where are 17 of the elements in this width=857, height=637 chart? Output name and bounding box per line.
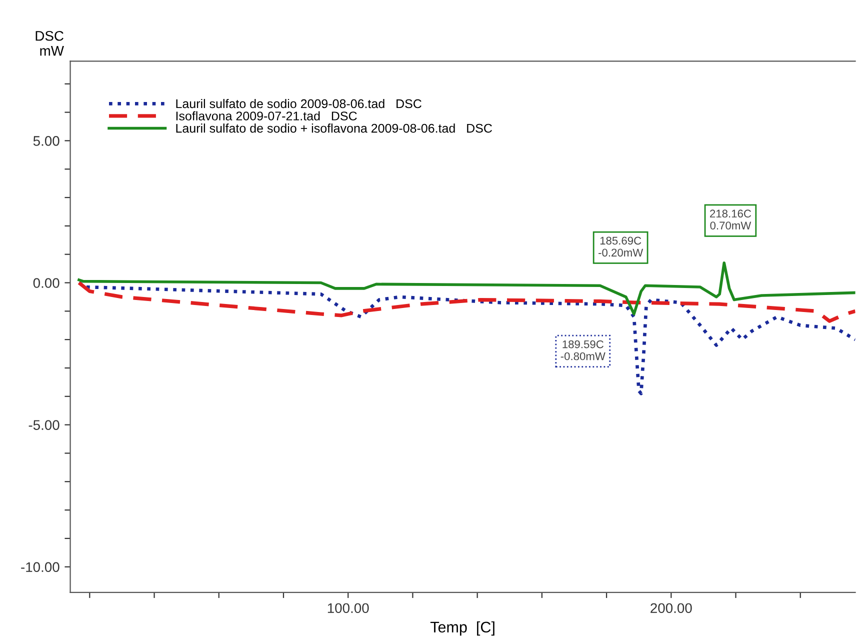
legend-label: Lauril sulfato de sodio + isoflavona 2009-08-06.tad DSC xyxy=(176,124,492,133)
annotation: 189.59C -0.80mW xyxy=(560,340,606,360)
line-series xyxy=(77,280,856,323)
y-tick-label: -10.00 xyxy=(21,562,60,572)
y-axis-title: DSC mW xyxy=(36,30,64,56)
line-series xyxy=(78,261,856,316)
y-tick-label: 0.00 xyxy=(33,278,60,288)
y-tick-label: -5.00 xyxy=(28,420,60,430)
annotation: 218.16C 0.70mW xyxy=(710,210,752,230)
line-series xyxy=(77,281,856,396)
x-tick-label: 100.00 xyxy=(328,603,369,614)
annotation: 185.69C -0.20mW xyxy=(598,236,644,257)
legend-label: Isoflavona 2009-07-21.tad DSC xyxy=(176,111,357,120)
legend-label: Lauril sulfato de sodio 2009-08-06.tad DSC xyxy=(176,98,422,108)
x-tick-label: 200.00 xyxy=(650,603,692,614)
y-tick-label: 5.00 xyxy=(33,136,60,146)
x-axis-title: Temp [C] xyxy=(430,621,494,636)
